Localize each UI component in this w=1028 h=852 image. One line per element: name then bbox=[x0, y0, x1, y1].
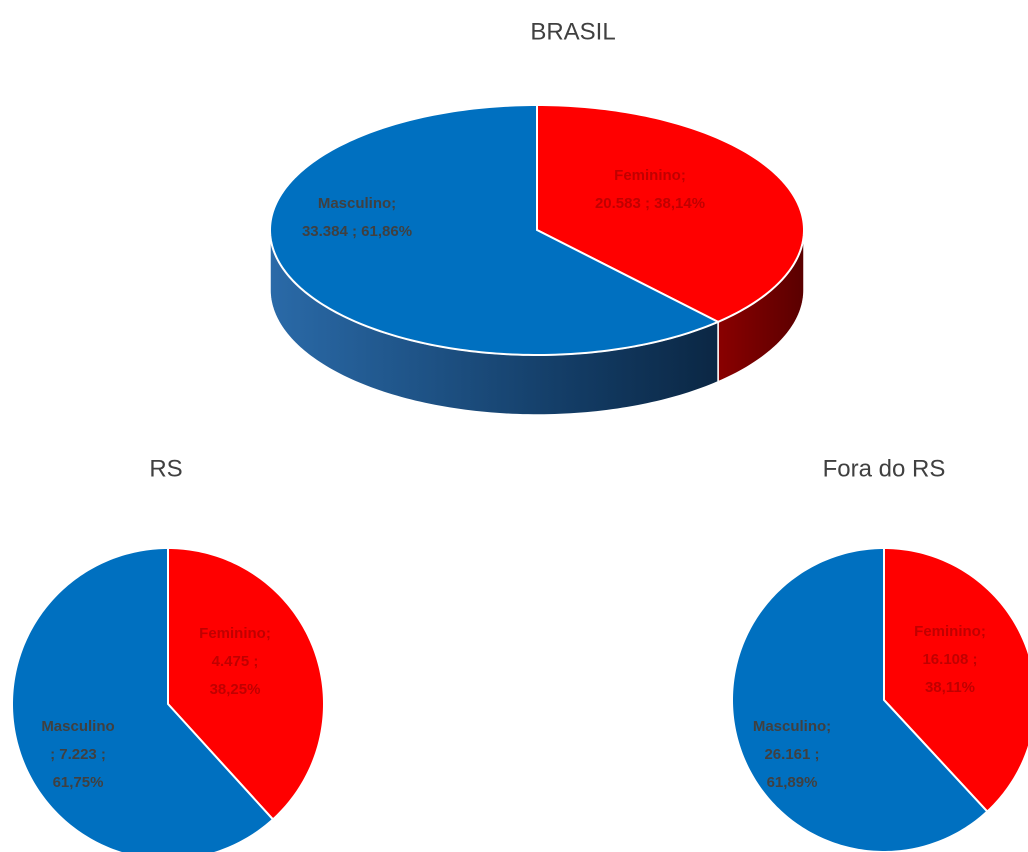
data-label: Feminino; 16.108 ; 38,11% bbox=[914, 623, 986, 696]
data-label: Masculino; 7.223 ; 61,75% bbox=[41, 718, 114, 791]
data-label: Masculino; 33.384 ; 61,86% bbox=[302, 195, 412, 240]
chart-title: BRASIL bbox=[530, 18, 615, 45]
chart-title: Fora do RS bbox=[823, 455, 946, 482]
data-label: Feminino; 20.583 ; 38,14% bbox=[595, 167, 705, 212]
data-label: Feminino; 4.475 ; 38,25% bbox=[199, 625, 271, 698]
pie-slice bbox=[731, 546, 989, 852]
pie-slice bbox=[11, 546, 275, 852]
chart-title: RS bbox=[149, 455, 182, 482]
pie-slice bbox=[167, 546, 326, 821]
pie-slice bbox=[536, 103, 805, 323]
pie-slice bbox=[269, 103, 721, 356]
pie-slice bbox=[883, 546, 1028, 813]
data-label: Masculino; 26.161 ; 61,89% bbox=[753, 718, 831, 791]
